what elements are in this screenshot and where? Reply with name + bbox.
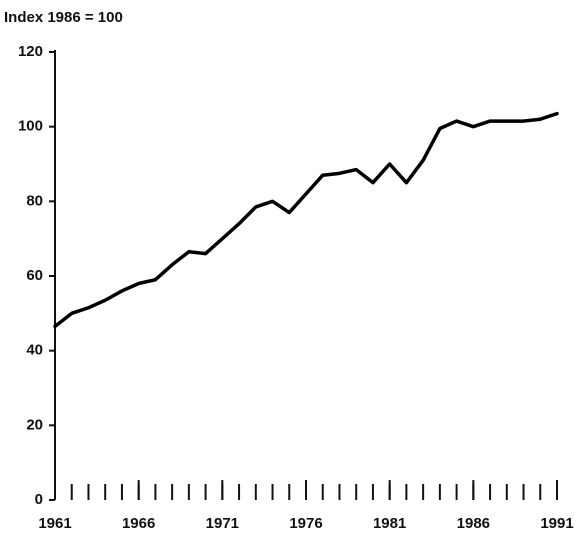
y-tick-label: 60 (26, 267, 43, 284)
y-tick-label: 20 (26, 416, 43, 433)
y-tick-label: 100 (18, 118, 43, 135)
x-tick-label: 1966 (122, 515, 155, 532)
y-tick-label: 40 (26, 342, 43, 359)
x-tick-label: 1976 (289, 515, 322, 532)
data-line (53, 111, 559, 329)
y-tick-label: 80 (26, 192, 43, 209)
x-tick-label: 1991 (540, 515, 573, 532)
x-tick-label: 1986 (457, 515, 490, 532)
x-tick-label: 1971 (206, 515, 239, 532)
x-tick-label: 1961 (38, 515, 71, 532)
y-axis-label: Index 1986 = 100 (4, 9, 123, 26)
y-tick-label: 0 (35, 491, 43, 508)
y-tick-label: 120 (18, 43, 43, 60)
x-tick-label: 1981 (373, 515, 406, 532)
